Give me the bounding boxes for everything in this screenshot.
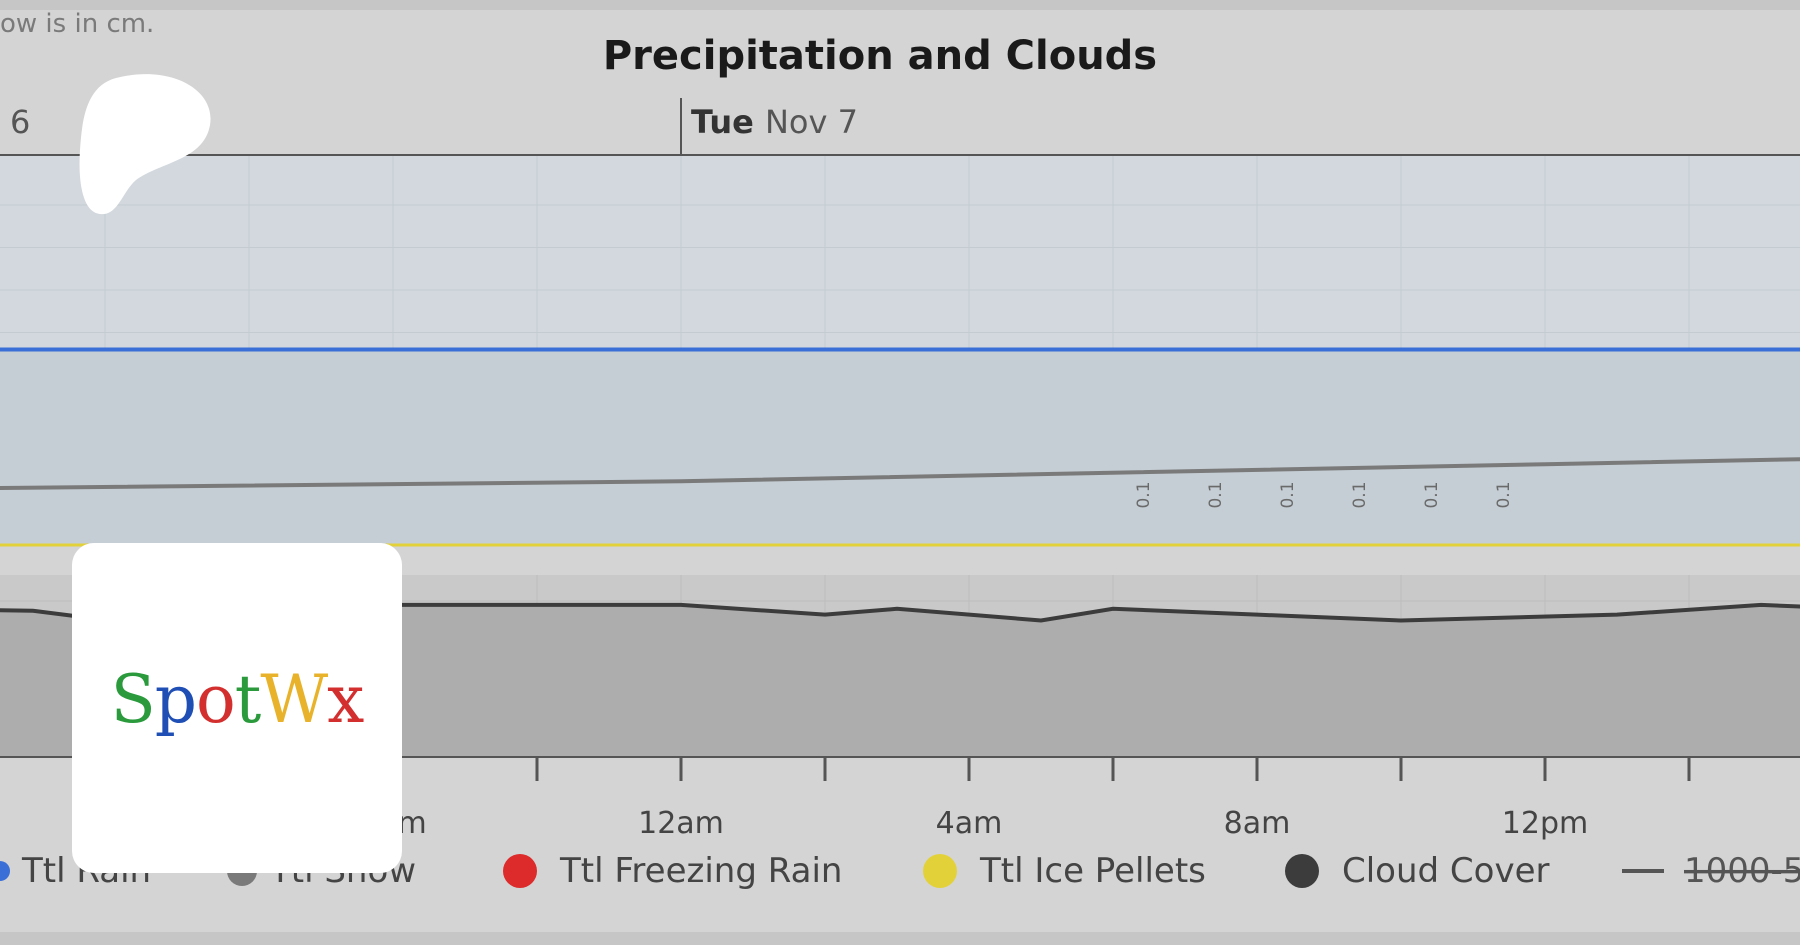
bar-value-label: 0.1 (1206, 481, 1226, 508)
x-tick-label: 12am (638, 806, 724, 841)
bar-value-label: 0.1 (1350, 481, 1370, 508)
bar-labels: 0.10.10.10.10.10.10.10.10.10.10.10.20.50… (1134, 481, 1514, 508)
series-lines (0, 347, 1800, 627)
patreon-icon (79, 74, 211, 215)
legend-label-ice-pellets: Ttl Ice Pellets (979, 851, 1206, 891)
cloud-cover-area (0, 604, 1800, 757)
legend-marker-freezing-rain (503, 854, 537, 888)
day-label: Tue Nov 7 (691, 103, 858, 141)
chart-title: Precipitation and Clouds (603, 33, 1157, 79)
chart-note: ow is in cm. (0, 9, 154, 39)
area-fills (0, 349, 1800, 757)
x-tick-label: 4am (936, 806, 1003, 841)
legend: Ttl Rain Ttl Snow Ttl Freezing Rain Ttl … (0, 851, 1800, 891)
bar-value-label: 0.1 (1278, 481, 1298, 508)
cloud-cover-line (0, 602, 1800, 627)
legend-label-pressure: 1000-5 (1684, 851, 1800, 891)
bar-value-label: 0.1 (1422, 481, 1442, 508)
day-label: 6 (10, 103, 30, 141)
rain-total-area (0, 349, 1800, 545)
x-tick-label: 8am (1224, 806, 1291, 841)
x-tick-label: 12pm (1502, 806, 1588, 841)
spotwx-logo: SpotWx (110, 661, 365, 738)
legend-marker-cloud-cover (1285, 854, 1319, 888)
legend-label-cloud-cover: Cloud Cover (1342, 851, 1550, 891)
spotwx-logo-card: SpotWx (72, 543, 402, 873)
snow-total-line (0, 457, 1800, 490)
legend-label-freezing-rain: Ttl Freezing Rain (559, 851, 842, 891)
rain-total-line (0, 347, 1800, 352)
bar-value-label: 0.1 (1494, 481, 1514, 508)
legend-marker-rain (0, 861, 10, 881)
bar-value-label: 0.1 (1134, 481, 1154, 508)
legend-marker-ice-pellets (923, 854, 957, 888)
